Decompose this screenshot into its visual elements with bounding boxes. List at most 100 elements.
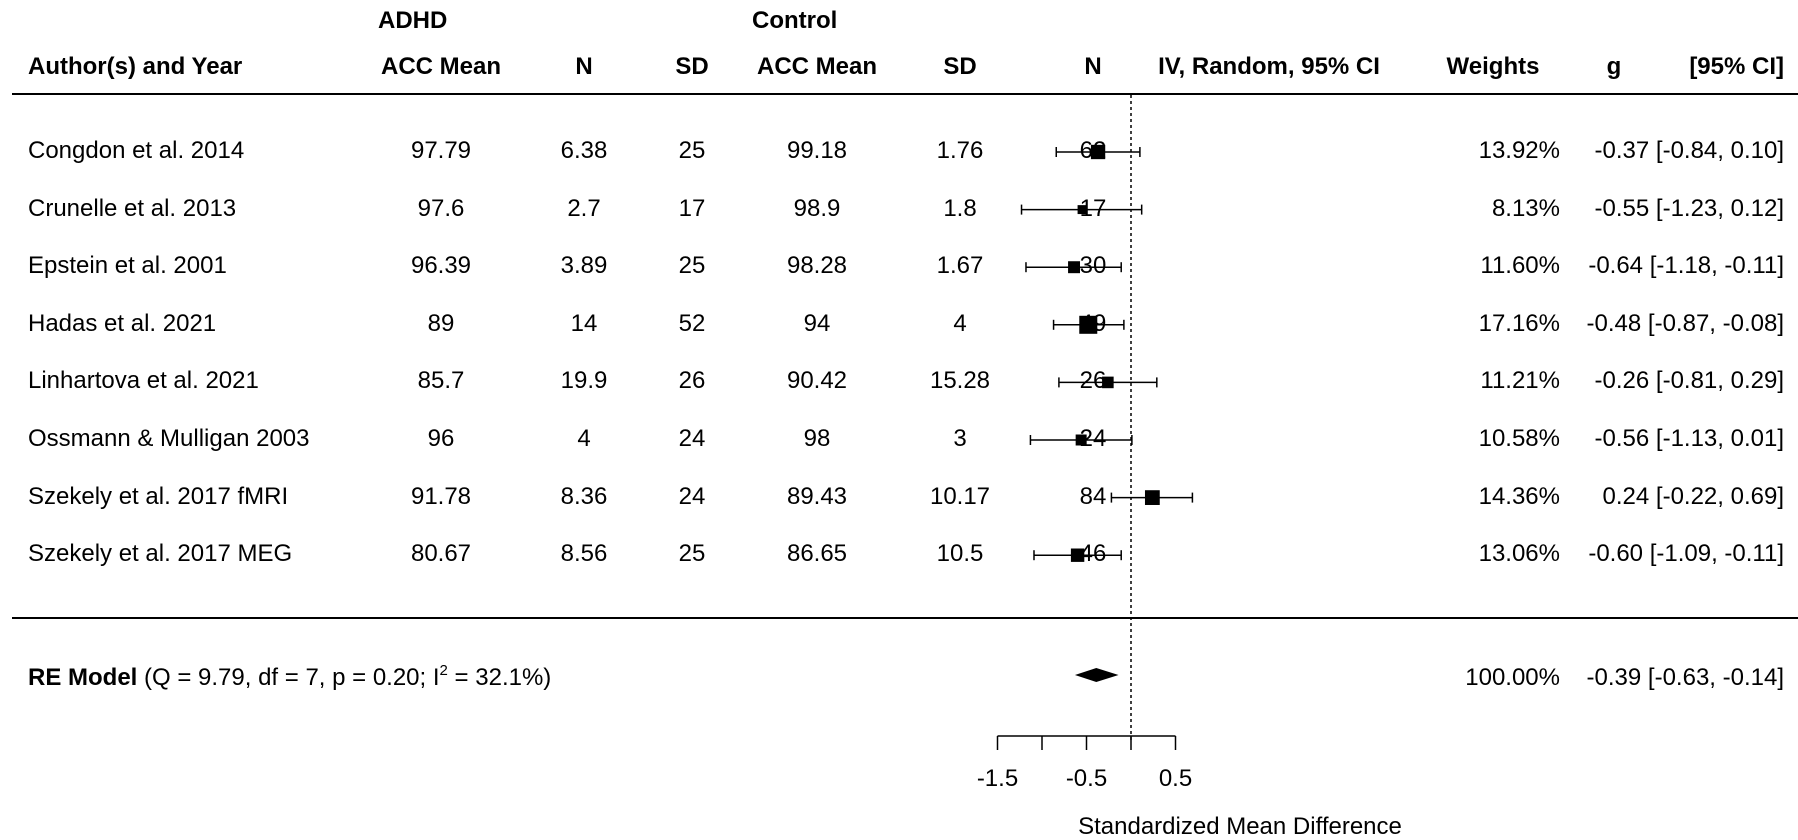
cell-adhd-mean: 96.39	[410, 252, 472, 280]
effect-square	[1077, 205, 1087, 215]
header-study: Author(s) and Year	[28, 53, 243, 80]
summary-weight: 100.00%	[1465, 664, 1560, 691]
summary-label: RE Model (Q = 9.79, df = 7, p = 0.20; I2…	[28, 663, 552, 691]
cell-adhd-sd: 25	[678, 137, 706, 164]
cell-adhd-mean: 97.6	[417, 194, 465, 222]
effect-square	[1070, 548, 1085, 562]
cell-ci-text: -0.26 [-0.81, 0.29]	[1594, 367, 1784, 395]
cell-ctrl-n: 26	[1079, 367, 1107, 395]
x-tick-label: -1.5	[977, 765, 1018, 792]
cell-adhd-mean: 91.78	[410, 482, 472, 510]
cell-adhd-sd: 52	[678, 309, 706, 337]
cell-weight: 11.21%	[1480, 367, 1560, 395]
cell-weight: 8.13%	[1491, 194, 1560, 222]
summary-stats-post: = 32.1%)	[447, 664, 552, 691]
header-ci-method: IV, Random, 95% CI	[1158, 53, 1380, 80]
cell-name: Crunelle et al. 2013	[28, 194, 237, 222]
summary-diamond	[1074, 668, 1119, 682]
cell-ci-text: -0.56 [-1.13, 0.01]	[1594, 425, 1784, 452]
cell-adhd-mean: 85.7	[417, 367, 465, 395]
cell-adhd-mean: 89	[427, 309, 455, 337]
cell-ctrl-mean: 99.18	[786, 137, 848, 164]
cell-ctrl-sd: 10.17	[929, 482, 991, 510]
cell-ctrl-sd: 10.5	[936, 540, 984, 568]
header-control-n: N	[1084, 53, 1102, 80]
effect-square	[1068, 261, 1081, 274]
cell-weight: 11.60%	[1480, 252, 1560, 280]
cell-adhd-sd: 26	[678, 367, 706, 395]
effect-square	[1144, 490, 1160, 505]
header-adhd-n: N	[575, 53, 593, 80]
cell-ctrl-mean: 98.28	[786, 252, 848, 280]
cell-ctrl-sd: 3	[953, 425, 967, 452]
summary-rule	[12, 617, 1798, 619]
cell-adhd-sd: 24	[678, 482, 706, 510]
cell-name: Szekely et al. 2017 fMRI	[28, 482, 289, 510]
header-group-control: Control	[752, 7, 838, 34]
cell-adhd-mean: 96	[427, 425, 455, 452]
cell-ctrl-n: 30	[1079, 252, 1107, 280]
header-ci: [95% CI]	[1689, 53, 1784, 80]
cell-ctrl-sd: 1.76	[936, 137, 984, 164]
x-tick-label: 0.5	[1159, 765, 1192, 792]
cell-name: Congdon et al. 2014	[28, 137, 245, 164]
effect-square	[1075, 434, 1087, 446]
cell-adhd-n: 3.89	[560, 252, 608, 280]
cell-ctrl-mean: 94	[803, 309, 831, 337]
header-rule	[12, 93, 1798, 95]
header-control-mean: ACC Mean	[756, 53, 878, 80]
cell-weight: 14.36%	[1478, 482, 1560, 510]
x-tick-label: -0.5	[1066, 765, 1107, 792]
x-axis-label: Standardized Mean Difference	[1078, 813, 1402, 840]
cell-ctrl-mean: 89.43	[786, 482, 848, 510]
cell-ctrl-n: 84	[1079, 482, 1107, 510]
cell-name: Ossmann & Mulligan 2003	[28, 425, 310, 452]
cell-adhd-mean: 80.67	[410, 540, 472, 568]
cell-ctrl-sd: 4	[953, 309, 967, 337]
cell-name: Hadas et al. 2021	[28, 309, 217, 337]
cell-ctrl-mean: 98	[803, 425, 831, 452]
cell-adhd-n: 14	[570, 309, 598, 337]
cell-ctrl-mean: 86.65	[786, 540, 848, 568]
cell-name: Epstein et al. 2001	[28, 252, 227, 280]
cell-ctrl-sd: 1.8	[943, 194, 977, 222]
cell-ci-text: 0.24 [-0.22, 0.69]	[1602, 482, 1784, 510]
cell-weight: 10.58%	[1478, 425, 1560, 452]
header-adhd-sd: SD	[675, 53, 709, 80]
summary-stats-sup: 2	[439, 662, 448, 679]
effect-square	[1102, 376, 1114, 389]
summary-stats-pre: (Q = 9.79, df = 7, p = 0.20; I	[137, 664, 440, 691]
cell-name: Linhartova et al. 2021	[28, 367, 259, 395]
header-adhd-mean: ACC Mean	[380, 53, 502, 80]
cell-ctrl-sd: 1.67	[936, 252, 984, 280]
cell-adhd-n: 8.36	[560, 482, 608, 510]
cell-adhd-sd: 17	[678, 194, 706, 222]
cell-adhd-sd: 25	[678, 540, 706, 568]
cell-adhd-sd: 25	[678, 252, 706, 280]
cell-weight: 17.16%	[1478, 309, 1560, 337]
summary-model-name: RE Model	[28, 664, 138, 691]
cell-weight: 13.92%	[1478, 137, 1560, 164]
header-group-adhd: ADHD	[378, 7, 448, 34]
cell-adhd-n: 2.7	[567, 194, 601, 222]
effect-square	[1090, 144, 1106, 160]
cell-adhd-n: 4	[577, 425, 591, 452]
summary-ci-text: -0.39 [-0.63, -0.14]	[1586, 664, 1784, 691]
cell-ctrl-sd: 15.28	[929, 367, 991, 395]
header-weights: Weights	[1446, 53, 1540, 80]
cell-adhd-n: 6.38	[560, 137, 608, 164]
header-g: g	[1606, 53, 1622, 80]
cell-ci-text: -0.48 [-0.87, -0.08]	[1586, 309, 1784, 337]
cell-adhd-mean: 97.79	[410, 137, 472, 164]
cell-ci-text: -0.64 [-1.18, -0.11]	[1588, 252, 1784, 280]
header-control-sd: SD	[943, 53, 977, 80]
cell-ctrl-mean: 90.42	[786, 367, 848, 395]
cell-ci-text: -0.37 [-0.84, 0.10]	[1594, 137, 1784, 164]
cell-name: Szekely et al. 2017 MEG	[28, 540, 293, 568]
cell-weight: 13.06%	[1478, 540, 1560, 568]
cell-adhd-n: 8.56	[560, 540, 608, 568]
effect-square	[1079, 315, 1098, 334]
cell-adhd-n: 19.9	[560, 367, 608, 395]
